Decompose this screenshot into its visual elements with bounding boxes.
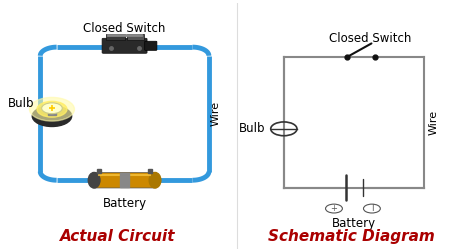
- Circle shape: [29, 98, 74, 121]
- Circle shape: [42, 103, 62, 114]
- FancyBboxPatch shape: [102, 38, 147, 53]
- Text: Closed Switch: Closed Switch: [83, 22, 166, 36]
- Text: I: I: [371, 204, 373, 213]
- Ellipse shape: [149, 172, 161, 188]
- Text: Wire: Wire: [429, 110, 439, 135]
- Circle shape: [32, 106, 72, 127]
- Bar: [48, 110, 56, 115]
- FancyBboxPatch shape: [106, 34, 125, 40]
- Text: +: +: [330, 204, 337, 213]
- Text: Schematic Diagram: Schematic Diagram: [268, 229, 435, 244]
- Text: Bulb: Bulb: [8, 97, 34, 110]
- Text: Wire: Wire: [211, 101, 221, 126]
- Circle shape: [37, 101, 67, 117]
- Bar: [120, 173, 129, 187]
- Text: Closed Switch: Closed Switch: [329, 32, 412, 45]
- FancyBboxPatch shape: [92, 172, 157, 188]
- Text: Bulb: Bulb: [238, 122, 265, 135]
- FancyBboxPatch shape: [127, 34, 144, 40]
- Text: Actual Circuit: Actual Circuit: [60, 229, 175, 244]
- Text: Battery: Battery: [332, 217, 376, 230]
- Ellipse shape: [88, 172, 100, 188]
- Text: Battery: Battery: [102, 198, 146, 210]
- FancyBboxPatch shape: [145, 41, 157, 50]
